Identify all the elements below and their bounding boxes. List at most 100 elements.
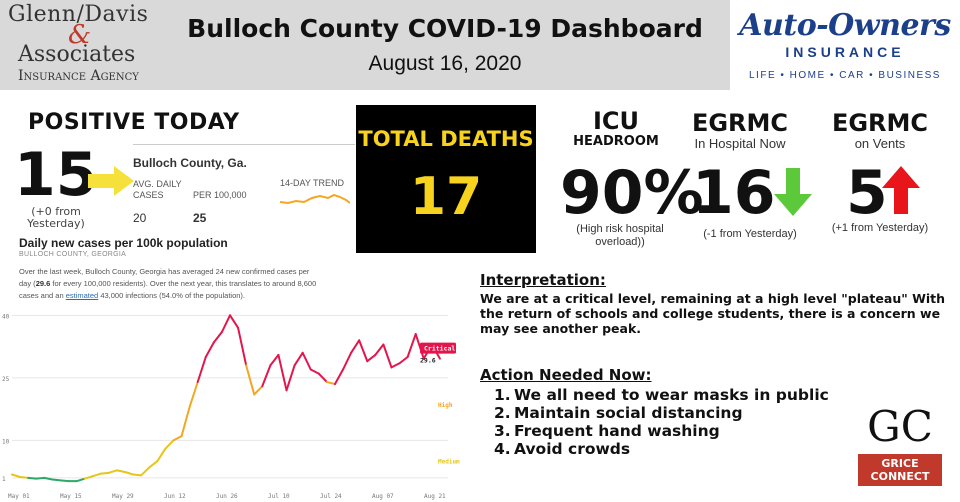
series-segment: [99, 471, 110, 475]
grice-connect-logo: GC GRICE CONNECT: [858, 404, 942, 490]
action-item: 3. Frequent hand washing: [494, 422, 880, 440]
icu-note: (High risk hospital overload)): [576, 223, 664, 248]
series-segment: [398, 356, 409, 365]
critical-label: Critical: [424, 345, 455, 353]
logo-line-3: Insurance Agency: [18, 68, 139, 84]
action-text: Avoid crowds: [514, 440, 631, 458]
series-segment: [35, 476, 46, 480]
series-segment: [27, 476, 38, 480]
series-segment: [382, 343, 393, 369]
series-segment: [374, 343, 385, 356]
action-item: 1. We all need to wear masks in public: [494, 386, 880, 404]
ao-tagline: LIFE • HOME • CAR • BUSINESS: [749, 70, 941, 81]
interpretation-heading: Interpretation:: [480, 271, 606, 289]
latest-value-label: 29.6: [420, 357, 436, 365]
logo-line-2: Associates: [18, 42, 136, 67]
series-segment: [212, 331, 223, 344]
series-segment: [107, 469, 118, 474]
icu-value: 90%: [560, 158, 704, 228]
series-segment: [83, 475, 94, 480]
hospital-value: 16: [692, 158, 776, 228]
gc-line-2: CONNECT: [870, 470, 930, 483]
gc-line-1: GRICE: [881, 457, 919, 470]
series-segment: [390, 362, 401, 369]
logo-line-1: Glenn/Davis: [8, 2, 149, 27]
vents-card: EGRMC on Vents: [820, 110, 940, 151]
chart-heading: Daily new cases per 100k population: [19, 236, 228, 250]
series-segment: [366, 353, 377, 363]
series-segment: [269, 353, 280, 367]
total-deaths-card: TOTAL DEATHS 17: [356, 105, 536, 253]
gc-wordmark: GRICE CONNECT: [858, 454, 942, 486]
positive-title: POSITIVE TODAY: [28, 110, 240, 135]
series-segment: [220, 314, 231, 333]
series-segment: [229, 314, 240, 329]
series-segment: [245, 364, 256, 396]
series-segment: [317, 372, 328, 383]
series-segment: [333, 368, 345, 386]
ao-insurance: INSURANCE: [785, 44, 905, 60]
hospital-change: (-1 from Yesterday): [703, 228, 797, 240]
zone-label: High: [438, 402, 453, 409]
estimated-link[interactable]: estimated: [65, 291, 99, 300]
actions-section: Action Needed Now: 1. We all need to wear…: [480, 366, 880, 458]
action-num: 3.: [494, 422, 511, 440]
series-segment: [285, 364, 296, 392]
series-segment: [350, 339, 361, 354]
arrow-down-icon: [774, 168, 812, 216]
hospital-title: EGRMC: [691, 109, 789, 137]
series-segment: [301, 351, 312, 371]
vents-change: (+1 from Yesterday): [831, 222, 929, 234]
glenn-davis-logo: Glenn/Davis & Associates Insurance Agenc…: [0, 0, 160, 90]
cases-chart: 1 10 25 40 May 01 May 15 May 29 Jun 12 Jun 26 Jul…: [2, 313, 460, 500]
series-segment: [156, 447, 167, 463]
action-item: 4. Avoid crowds: [494, 440, 880, 458]
y-tick-label: 1: [2, 476, 6, 483]
series-segment: [124, 471, 135, 476]
series-segment: [204, 341, 215, 358]
deaths-title: TOTAL DEATHS: [358, 127, 534, 151]
series-segment: [115, 469, 127, 473]
positive-change: (+0 from Yesterday): [27, 205, 85, 230]
x-tick-label: May 01: [8, 493, 30, 500]
icu-title: ICU: [592, 107, 640, 135]
series-segment: [309, 368, 320, 375]
x-tick-label: Jul 24: [320, 493, 342, 500]
para-part-3: 43,000 infections (54.0% of the populati…: [98, 291, 246, 300]
positive-value: 15: [14, 140, 98, 210]
series-segment: [277, 353, 288, 392]
x-tick-label: May 15: [60, 493, 82, 500]
per-value: 25: [193, 211, 207, 225]
series-segment: [148, 460, 159, 469]
action-num: 4.: [494, 440, 511, 458]
card-divider: [133, 144, 355, 145]
hospital-card: EGRMC In Hospital Now: [680, 110, 800, 151]
para-part-2: for every 100,000 residents). Over the n…: [19, 279, 317, 300]
action-item: 2. Maintain social distancing: [494, 404, 880, 422]
trend-label: 14-DAY TREND: [280, 178, 345, 188]
actions-heading: Action Needed Now:: [480, 366, 652, 384]
series-segment: [325, 381, 336, 386]
series-segment: [172, 435, 183, 442]
x-tick-label: Aug 21: [424, 493, 446, 500]
series-segment: [43, 476, 54, 481]
series-segment: [19, 476, 30, 479]
logo-ampersand: &: [68, 20, 92, 50]
vents-subtitle: on Vents: [854, 136, 906, 151]
series-segment: [11, 473, 22, 478]
ao-name: Auto-Owners: [739, 8, 951, 43]
action-text: Frequent hand washing: [514, 422, 720, 440]
action-text: We all need to wear masks in public: [514, 386, 829, 404]
arrow-up-icon: [882, 166, 920, 214]
series-segment: [59, 479, 70, 483]
series-segment: [188, 381, 199, 408]
chart-paragraph: Over the last week, Bulloch County, Geor…: [19, 266, 319, 302]
series-segment: [342, 351, 353, 371]
series-segment: [91, 472, 102, 478]
page-date: August 16, 2020: [368, 52, 522, 75]
series-segment: [406, 333, 417, 358]
series-segment: [132, 473, 143, 477]
series-segment: [414, 333, 425, 360]
county-name: Bulloch County, Ga.: [133, 156, 247, 170]
series-segment: [51, 478, 62, 482]
